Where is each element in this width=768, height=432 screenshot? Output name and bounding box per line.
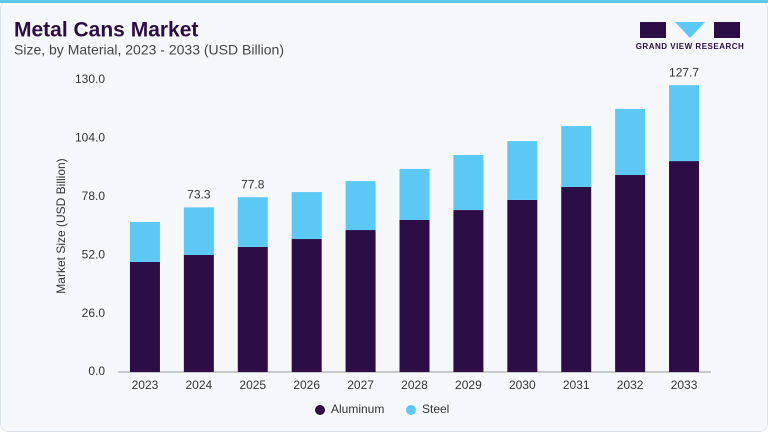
top-border	[0, 0, 768, 3]
bar-segment	[453, 210, 484, 372]
x-tick-label: 2023	[132, 378, 159, 392]
bar-segment	[507, 141, 538, 200]
bar-segment	[237, 197, 268, 247]
legend-swatch	[406, 405, 416, 415]
bar-segment	[561, 186, 592, 372]
bar-segment	[345, 230, 376, 372]
bar-segment	[129, 221, 160, 262]
x-tick-label: 2024	[186, 378, 213, 392]
bar-segment	[453, 155, 484, 211]
legend-label: Steel	[422, 402, 449, 416]
legend-label: Aluminum	[331, 402, 384, 416]
bar-segment	[183, 207, 214, 255]
y-tick-label: 0.0	[88, 364, 105, 378]
x-tick-label: 2026	[293, 378, 320, 392]
bar-segment	[669, 85, 700, 162]
total-label: 77.8	[241, 177, 265, 191]
bar-segment	[399, 219, 430, 372]
total-label: 73.3	[187, 188, 211, 202]
chart-title: Metal Cans Market	[14, 19, 198, 42]
x-tick-label: 2030	[509, 378, 536, 392]
x-tick-label: 2027	[347, 378, 374, 392]
brand-logo: GRAND VIEW RESEARCH	[636, 22, 745, 51]
total-label: 127.7	[669, 65, 699, 79]
bar-segment	[561, 126, 592, 187]
x-tick-label: 2025	[239, 378, 266, 392]
bar-segment	[237, 246, 268, 372]
chart-subtitle: Size, by Material, 2023 - 2033 (USD Bill…	[14, 42, 284, 58]
x-tick-label: 2029	[455, 378, 482, 392]
y-tick-label: 104.0	[75, 131, 105, 145]
y-axis-title: Market Size (USD Billion)	[54, 158, 68, 293]
bar-segment	[399, 168, 430, 220]
y-tick-label: 130.0	[75, 72, 105, 86]
bar-segment	[615, 175, 646, 372]
bar-segment	[291, 192, 322, 240]
bar-segment	[129, 261, 160, 372]
legend-swatch	[315, 405, 325, 415]
x-tick-label: 2032	[617, 378, 644, 392]
bar-segment	[291, 239, 322, 372]
x-tick-label: 2028	[401, 378, 428, 392]
y-tick-label: 52.0	[82, 247, 106, 261]
x-tick-label: 2033	[671, 378, 698, 392]
bar-segment	[615, 108, 646, 176]
x-tick-label: 2031	[563, 378, 590, 392]
bar-segment	[345, 181, 376, 231]
y-tick-label: 78.0	[82, 189, 106, 203]
y-tick-label: 26.0	[82, 306, 106, 320]
bar-segment	[507, 199, 538, 372]
bar-segment	[183, 254, 214, 372]
brand-name: GRAND VIEW RESEARCH	[636, 42, 745, 51]
bar-segment	[669, 161, 700, 372]
